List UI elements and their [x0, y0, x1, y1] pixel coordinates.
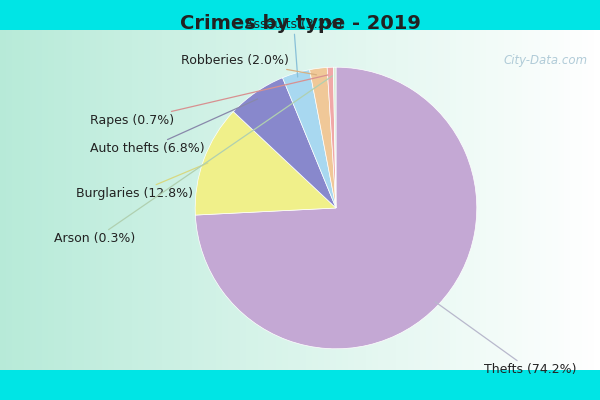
- Text: Rapes (0.7%): Rapes (0.7%): [89, 75, 328, 127]
- Text: Robberies (2.0%): Robberies (2.0%): [181, 54, 317, 75]
- Text: Auto thefts (6.8%): Auto thefts (6.8%): [89, 99, 257, 155]
- Text: Assaults (3.2%): Assaults (3.2%): [245, 18, 343, 77]
- Wedge shape: [196, 67, 477, 349]
- Wedge shape: [195, 112, 336, 215]
- Wedge shape: [334, 67, 336, 208]
- Text: City-Data.com: City-Data.com: [504, 54, 588, 67]
- Text: Thefts (74.2%): Thefts (74.2%): [435, 302, 577, 376]
- Wedge shape: [327, 67, 336, 208]
- Wedge shape: [283, 70, 336, 208]
- Wedge shape: [233, 78, 336, 208]
- Text: Arson (0.3%): Arson (0.3%): [55, 76, 332, 246]
- Text: Burglaries (12.8%): Burglaries (12.8%): [76, 163, 208, 200]
- Text: Crimes by type - 2019: Crimes by type - 2019: [179, 14, 421, 33]
- Wedge shape: [310, 68, 336, 208]
